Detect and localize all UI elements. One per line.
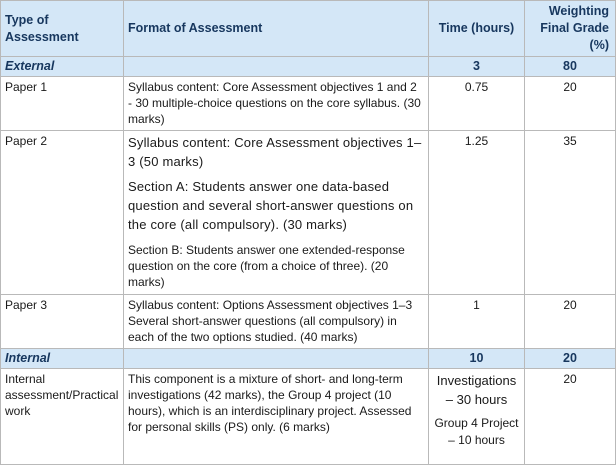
format-cell: Syllabus content: Options Assessment obj… bbox=[123, 294, 429, 349]
table-row-paper3: Paper 3 Syllabus content: Options Assess… bbox=[0, 294, 616, 349]
section-b-text: Section B: Students answer one extended-… bbox=[128, 243, 405, 289]
section-empty-cell bbox=[123, 348, 429, 369]
time-cell: 1.25 bbox=[428, 130, 525, 295]
time-investigations: Investigations – 30 hours bbox=[436, 373, 517, 407]
section-time-internal: 10 bbox=[428, 348, 525, 369]
section-label-internal: Internal bbox=[0, 348, 124, 369]
table-row-internal-assessment: Internal assessment/Practical work This … bbox=[0, 368, 616, 465]
header-type: Type of Assessment bbox=[0, 0, 124, 57]
section-time-external: 3 bbox=[428, 56, 525, 77]
format-main-text: Syllabus content: Core Assessment object… bbox=[128, 135, 422, 169]
weighting-cell: 20 bbox=[524, 76, 616, 131]
section-empty-cell bbox=[123, 56, 429, 77]
table-row-paper1: Paper 1 Syllabus content: Core Assessmen… bbox=[0, 76, 616, 131]
section-weighting-internal: 20 bbox=[524, 348, 616, 369]
time-cell: Investigations – 30 hours Group 4 Projec… bbox=[428, 368, 525, 465]
section-weighting-external: 80 bbox=[524, 56, 616, 77]
section-label-external: External bbox=[0, 56, 124, 77]
weighting-cell: 20 bbox=[524, 368, 616, 465]
section-a-text: Section A: Students answer one data-base… bbox=[128, 179, 414, 232]
time-group4-project: Group 4 Project – 10 hours bbox=[434, 416, 519, 447]
section-row-internal: Internal 10 20 bbox=[0, 348, 616, 369]
section-row-external: External 3 80 bbox=[0, 56, 616, 77]
type-cell: Internal assessment/Practical work bbox=[0, 368, 124, 465]
type-cell: Paper 2 bbox=[0, 130, 124, 295]
format-cell: Syllabus content: Core Assessment object… bbox=[123, 76, 429, 131]
header-time: Time (hours) bbox=[428, 0, 525, 57]
format-cell: Syllabus content: Core Assessment object… bbox=[123, 130, 429, 295]
type-cell: Paper 3 bbox=[0, 294, 124, 349]
header-weighting: Weighting Final Grade (%) bbox=[524, 0, 616, 57]
time-cell: 0.75 bbox=[428, 76, 525, 131]
weighting-cell: 35 bbox=[524, 130, 616, 295]
format-text: Syllabus content: Options Assessment obj… bbox=[128, 298, 413, 344]
weighting-cell: 20 bbox=[524, 294, 616, 349]
format-text: This component is a mixture of short- an… bbox=[128, 372, 412, 434]
type-cell: Paper 1 bbox=[0, 76, 124, 131]
table-row-paper2: Paper 2 Syllabus content: Core Assessmen… bbox=[0, 130, 616, 295]
header-format: Format of Assessment bbox=[123, 0, 429, 57]
format-cell: This component is a mixture of short- an… bbox=[123, 368, 429, 465]
header-row: Type of Assessment Format of Assessment … bbox=[0, 0, 616, 57]
time-cell: 1 bbox=[428, 294, 525, 349]
format-text: Syllabus content: Core Assessment object… bbox=[128, 80, 421, 126]
